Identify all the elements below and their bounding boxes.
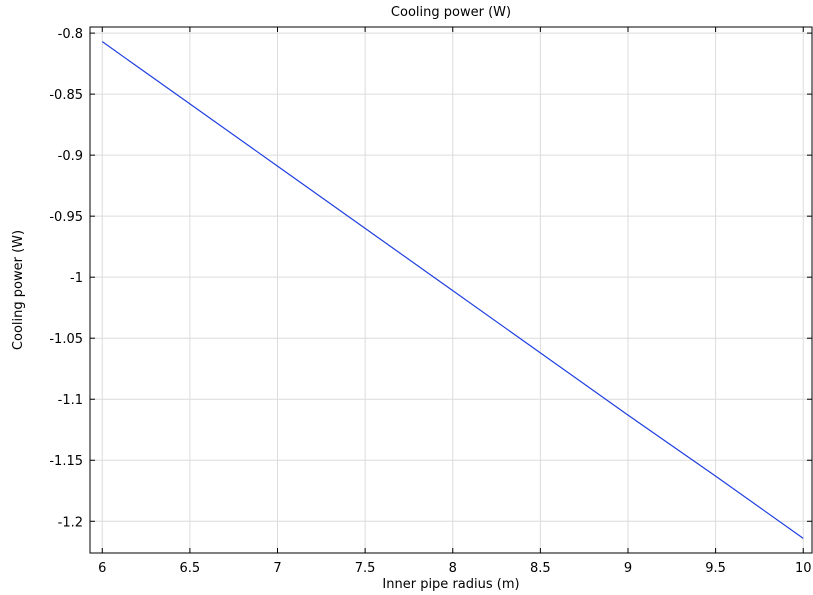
x-tick-label: 8 [449, 561, 457, 576]
y-tick-label: -0.95 [49, 210, 83, 225]
x-tick-label: 7.5 [355, 561, 376, 576]
y-tick-label: -1.05 [49, 332, 83, 347]
x-tick-labels: 6 6.5 7 7.5 8 8.5 9 9.5 10 [98, 561, 811, 576]
x-tick-label: 6.5 [180, 561, 201, 576]
x-tick-label: 10 [795, 561, 812, 576]
y-tick-label: -0.8 [58, 27, 83, 42]
x-tick-label: 8.5 [530, 561, 551, 576]
y-tick-label: -0.85 [49, 88, 83, 103]
y-tick-label: -0.9 [58, 149, 83, 164]
x-tick-label: 9.5 [705, 561, 726, 576]
y-tick-label: -1 [70, 271, 83, 286]
axis-ticks [90, 27, 812, 553]
series-line [101, 41, 804, 539]
x-tick-label: 6 [98, 561, 106, 576]
y-axis-title: Cooling power (W) [11, 230, 26, 350]
y-tick-label: -1.1 [58, 393, 83, 408]
x-tick-label: 7 [273, 561, 281, 576]
grid-lines [90, 27, 812, 553]
plot-area-frame [89, 26, 813, 554]
x-axis-title: Inner pipe radius (m) [382, 577, 519, 592]
y-tick-label: -1.15 [49, 454, 83, 469]
chart-title: Cooling power (W) [391, 5, 511, 20]
series-group [101, 41, 804, 539]
y-tick-label: -1.2 [58, 515, 83, 530]
x-tick-label: 9 [624, 561, 632, 576]
y-tick-labels: -0.8 -0.85 -0.9 -0.95 -1 -1.05 -1.1 -1.15 -1.2 [49, 27, 83, 530]
